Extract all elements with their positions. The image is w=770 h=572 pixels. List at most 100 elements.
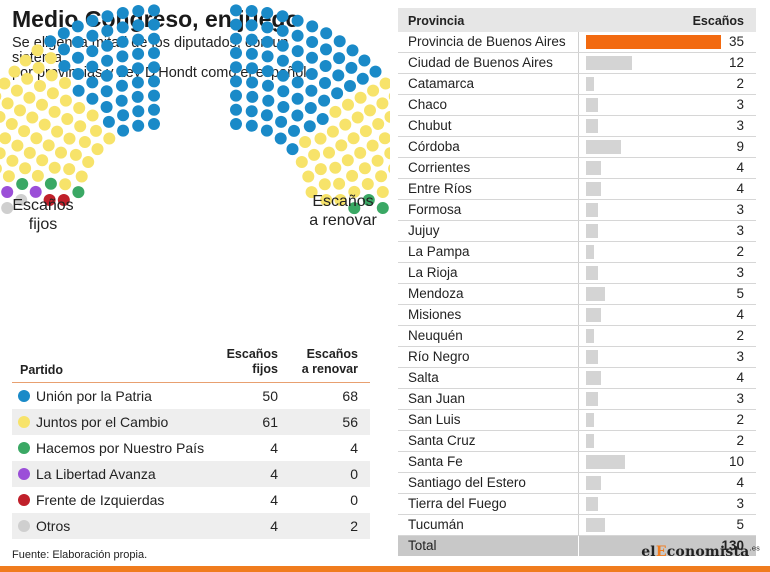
seat-dot (14, 104, 26, 117)
province-seats: 3 (736, 223, 744, 238)
party-color-dot (18, 520, 30, 532)
seat-dot (32, 61, 45, 74)
province-seat-bar (586, 77, 594, 91)
seat-dot (148, 103, 160, 116)
seat-dot (31, 169, 44, 182)
seat-dot (286, 143, 299, 156)
seat-dot (347, 132, 360, 145)
province-total-row: Total 130 (398, 536, 756, 556)
seat-dot (86, 60, 99, 73)
seat-dot (245, 33, 258, 46)
province-row: Córdoba 9 (398, 137, 756, 158)
seat-dot (245, 47, 258, 60)
seat-dot (346, 44, 359, 57)
seat-dot (38, 118, 51, 131)
province-seat-bar (586, 224, 598, 238)
province-divider (578, 242, 579, 262)
seat-dot (261, 50, 274, 63)
province-seat-bar (586, 203, 598, 217)
province-row: Corrientes 4 (398, 158, 756, 179)
party-row: Unión por la Patria 50 68 (12, 383, 370, 409)
seat-dot (59, 94, 72, 107)
seat-dot (314, 163, 327, 176)
party-color-dot (18, 494, 30, 506)
seat-dot (246, 62, 258, 75)
seat-dot (36, 98, 48, 111)
province-seats: 2 (736, 244, 744, 259)
province-row: Tucumán 5 (398, 515, 756, 536)
seat-dot (2, 170, 15, 183)
seat-dot (260, 109, 273, 122)
province-row: San Luis 2 (398, 410, 756, 431)
hemicycle-chart (0, 4, 390, 215)
party-name: Juntos por el Cambio (36, 414, 169, 430)
renew-seats-label: Escaños a renovar (309, 193, 377, 229)
seat-dot (275, 115, 288, 128)
footer-accent-bar (0, 566, 770, 572)
seat-dot (72, 186, 85, 199)
province-seat-bar (586, 455, 625, 469)
seat-dot (148, 75, 160, 88)
seat-dot (319, 77, 331, 89)
party-name: Frente de Izquierdas (36, 492, 165, 508)
province-seats: 3 (736, 202, 744, 217)
seat-dot (262, 94, 275, 107)
seat-dot (23, 146, 36, 159)
seat-dot (230, 61, 242, 74)
seat-dot (276, 54, 289, 67)
logo-e: E (655, 544, 667, 560)
province-divider (578, 74, 579, 94)
seat-dot (291, 14, 304, 27)
party-table-header: Partido Escaños fijos Escaños a renovar (12, 347, 370, 383)
province-seats: 4 (736, 475, 744, 490)
seat-dot (326, 125, 339, 138)
seat-dot (291, 92, 304, 105)
seat-dot (10, 84, 23, 97)
province-divider (578, 494, 579, 514)
province-seats: 4 (736, 307, 744, 322)
province-row: Chubut 3 (398, 116, 756, 137)
seat-dot (358, 162, 371, 175)
province-row: Santa Fe 10 (398, 452, 756, 473)
seat-dot (277, 101, 290, 113)
seat-dot (246, 90, 259, 103)
province-row: Formosa 3 (398, 200, 756, 221)
province-name: Tucumán (408, 517, 464, 532)
seat-dot (376, 97, 389, 110)
seat-dot (314, 132, 327, 145)
seat-dot (18, 125, 31, 138)
seat-dot (354, 146, 367, 159)
province-row: Santiago del Estero 4 (398, 473, 756, 494)
province-row: Catamarca 2 (398, 74, 756, 95)
seat-dot (245, 5, 258, 17)
province-row: Río Negro 3 (398, 347, 756, 368)
seat-dot (61, 113, 74, 125)
party-color-dot (18, 416, 30, 428)
seat-dot (379, 77, 390, 90)
province-name: Salta (408, 370, 439, 385)
seat-dot (116, 7, 129, 19)
seat-dot (245, 105, 258, 118)
seat-dot (5, 118, 18, 130)
seat-dot (51, 125, 64, 138)
seat-dot (348, 202, 361, 215)
seat-dot (329, 105, 342, 118)
province-seat-bar (586, 392, 598, 406)
province-name: Santa Cruz (408, 433, 476, 448)
seat-dot (132, 5, 145, 17)
seat-dot (291, 76, 304, 89)
party-row: Hacemos por Nuestro País 4 4 (12, 435, 370, 461)
province-name: Misiones (408, 307, 462, 322)
seat-dot (320, 27, 333, 40)
province-row: Tierra del Fuego 3 (398, 494, 756, 515)
seat-dot (131, 76, 144, 89)
seat-dot (23, 91, 36, 104)
seat-dot (19, 162, 32, 175)
seat-dot (358, 54, 371, 67)
province-seats: 3 (736, 265, 744, 280)
province-seat-bar (586, 497, 598, 511)
province-row: Mendoza 5 (398, 284, 756, 305)
source-note: Fuente: Elaboración propia. (12, 549, 148, 561)
province-row: Neuquén 2 (398, 326, 756, 347)
province-name: Entre Ríos (408, 181, 472, 196)
